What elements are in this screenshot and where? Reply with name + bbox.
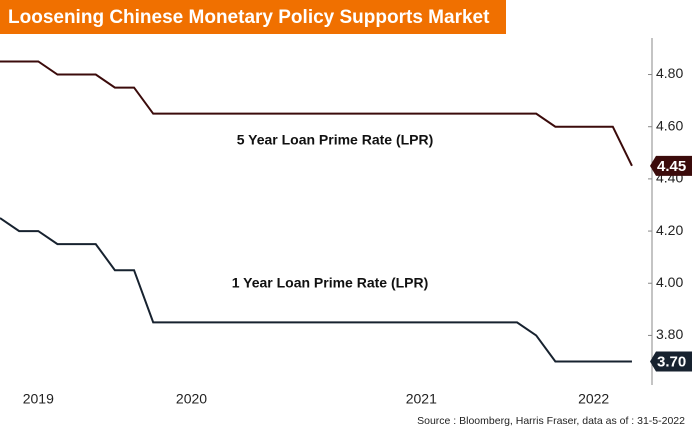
x-tick-label: 2020: [176, 391, 207, 407]
y-tick-label: 4.60: [656, 117, 683, 133]
end-label: 4.45: [657, 158, 686, 175]
series-line: [0, 60, 633, 167]
end-label: 3.70: [657, 353, 686, 370]
x-tick-label: 2022: [578, 391, 609, 407]
series-line: [0, 217, 632, 363]
series-label: 1 Year Loan Prime Rate (LPR): [232, 275, 429, 291]
chart-title: Loosening Chinese Monetary Policy Suppor…: [8, 7, 490, 28]
y-tick-label: 4.00: [656, 274, 683, 290]
end-label-box: [650, 351, 692, 372]
y-tick-label: 4.80: [656, 65, 683, 81]
title-box: [0, 0, 506, 34]
y-tick-label: 4.20: [656, 222, 683, 238]
x-tick-label: 2021: [406, 391, 437, 407]
source-note: Source : Bloomberg, Harris Fraser, data …: [417, 415, 685, 427]
x-tick-label: 2019: [23, 391, 54, 407]
end-label-box: [650, 155, 692, 176]
series-label: 5 Year Loan Prime Rate (LPR): [237, 132, 434, 148]
y-tick-label: 3.80: [656, 326, 683, 342]
